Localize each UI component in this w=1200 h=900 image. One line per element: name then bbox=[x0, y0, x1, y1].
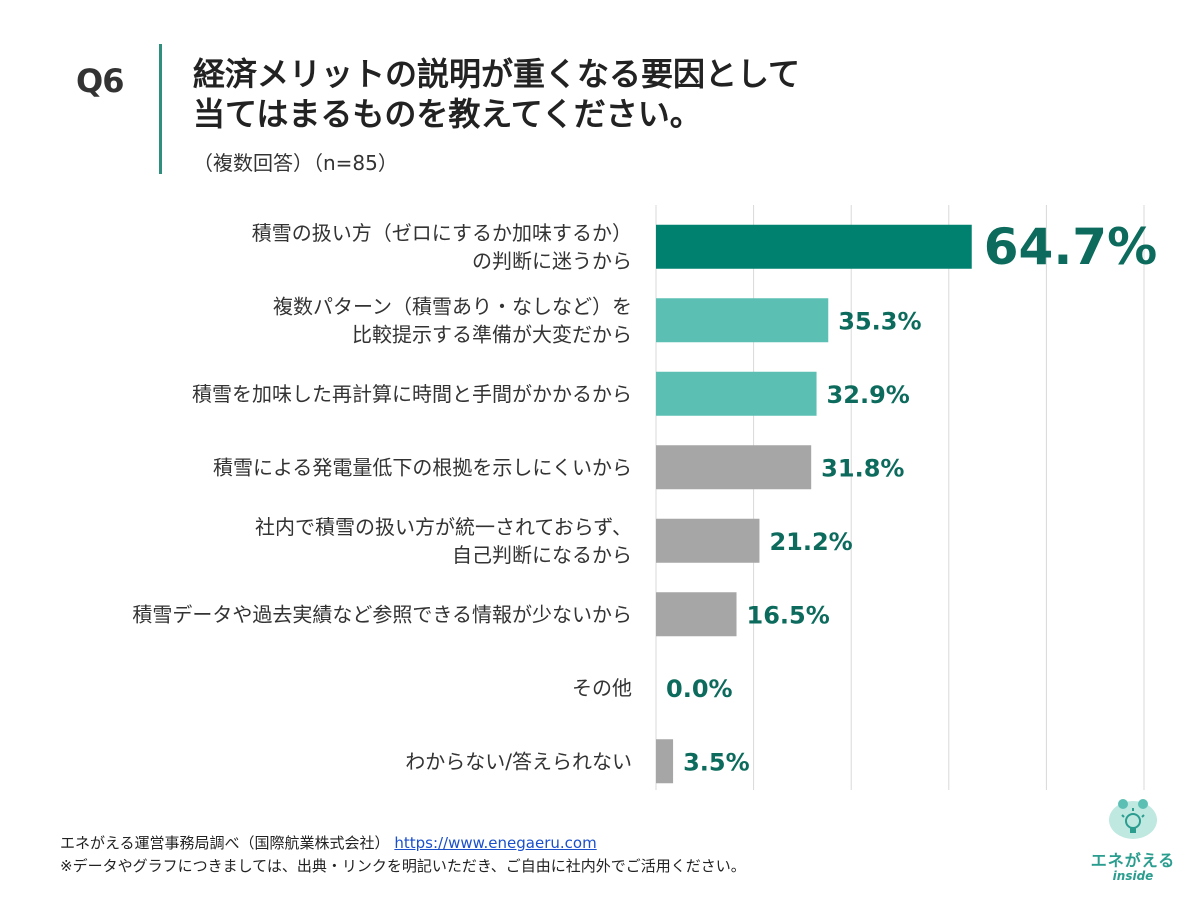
chart-title: 経済メリットの説明が重くなる要因として 当てはまるものを教えてください。 bbox=[193, 54, 800, 134]
value-label-0: 64.7% bbox=[984, 218, 1157, 276]
footer-link[interactable]: https://www.enegaeru.com bbox=[394, 834, 597, 852]
category-label-2-0: 積雪を加味した再計算に時間と手間がかかるから bbox=[192, 382, 632, 406]
lightbulb-icon bbox=[1109, 799, 1157, 839]
chart-subtitle: （複数回答）（n=85） bbox=[193, 151, 398, 175]
category-label-5-0: 積雪データや過去実績など参照できる情報が少ないから bbox=[132, 602, 632, 626]
bar-0 bbox=[656, 224, 972, 269]
category-label-3-0: 積雪による発電量低下の根拠を示しにくいから bbox=[213, 455, 632, 479]
bar-7 bbox=[656, 739, 674, 784]
bar-5 bbox=[656, 592, 737, 637]
value-label-3: 31.8% bbox=[821, 454, 904, 482]
category-label-0-0: 積雪の扱い方（ゼロにするか加味するか） bbox=[252, 221, 632, 245]
category-label-7-0: わからない/答えられない bbox=[405, 749, 632, 773]
footer-note: ※データやグラフにつきましては、出典・リンクを明記いただき、ご自由に社内外でご活… bbox=[60, 857, 746, 875]
value-label-7: 3.5% bbox=[683, 748, 750, 776]
value-label-1: 35.3% bbox=[838, 307, 921, 335]
category-label-1-1: 比較提示する準備が大変だから bbox=[352, 322, 632, 346]
question-divider bbox=[159, 44, 162, 174]
category-label-4-1: 自己判断になるから bbox=[452, 543, 632, 567]
value-label-2: 32.9% bbox=[827, 381, 910, 409]
bar-4 bbox=[656, 518, 760, 563]
category-label-4-0: 社内で積雪の扱い方が統一されておらず、 bbox=[255, 515, 632, 539]
bar-2 bbox=[656, 371, 817, 416]
category-label-1-0: 複数パターン（積雪あり・なしなど）を bbox=[273, 294, 632, 318]
chart-title-line-1: 経済メリットの説明が重くなる要因として bbox=[193, 55, 801, 93]
chart-title-line-2: 当てはまるものを教えてください。 bbox=[193, 95, 702, 133]
category-label-0-1: の判断に迷うから bbox=[472, 249, 632, 273]
bar-3 bbox=[656, 445, 812, 490]
footer-source-text: エネがえる運営事務局調べ（国際航業株式会社） bbox=[60, 834, 390, 852]
value-label-5: 16.5% bbox=[747, 601, 830, 629]
value-label-4: 21.2% bbox=[769, 528, 852, 556]
enegaeru-logo: エネがえる inside bbox=[1083, 795, 1183, 885]
logo-name: エネがえる bbox=[1090, 851, 1176, 870]
bar-chart: 積雪の扱い方（ゼロにするか加味するか） の判断に迷うから 64.7% 複数パターン（積… bbox=[132, 205, 1157, 790]
category-label-6-0: その他 bbox=[572, 676, 632, 700]
logo-sub: inside bbox=[1112, 869, 1154, 883]
value-label-6: 0.0% bbox=[666, 675, 733, 703]
bar-1 bbox=[656, 298, 829, 343]
footer-source: エネがえる運営事務局調べ（国際航業株式会社） https://www.enega… bbox=[60, 832, 597, 853]
question-number: Q6 bbox=[76, 62, 124, 100]
